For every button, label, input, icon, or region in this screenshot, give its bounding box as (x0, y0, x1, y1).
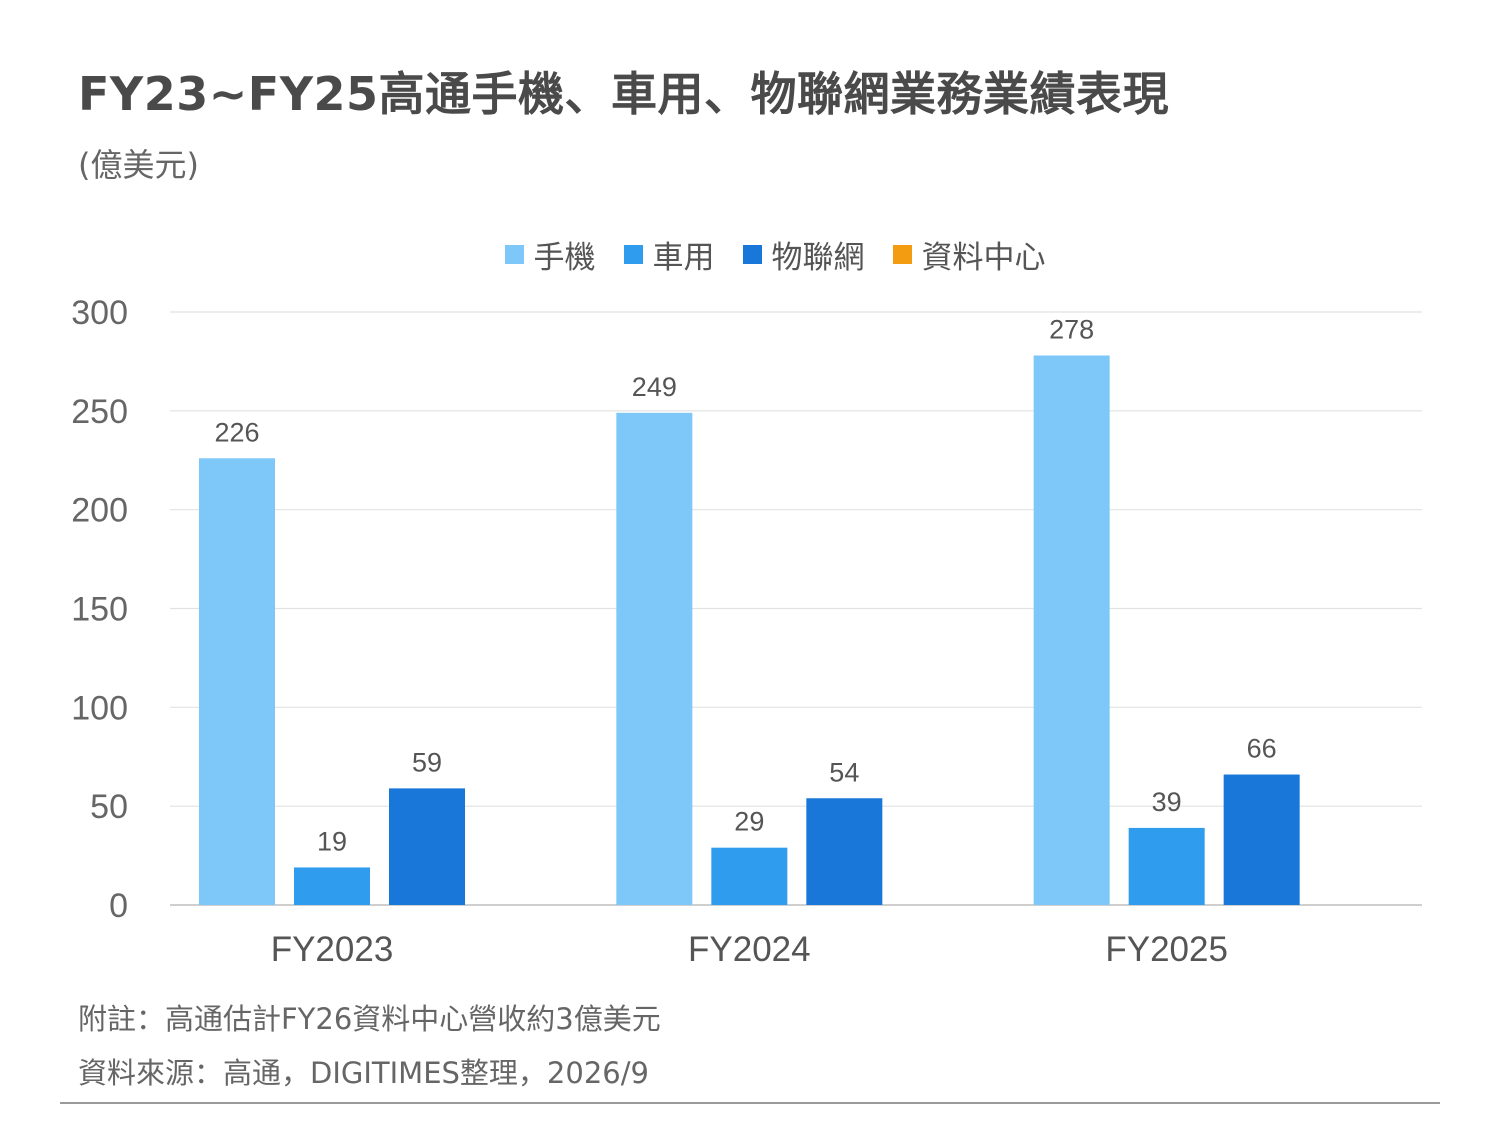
bar (294, 867, 370, 905)
legend-label-datacenter: 資料中心 (921, 240, 1046, 276)
bar (1033, 355, 1110, 905)
bottom-divider (60, 1102, 1440, 1104)
bar (616, 412, 693, 905)
bar (711, 847, 788, 905)
x-tick-label: FY2023 (271, 930, 394, 969)
data-label: 39 (1152, 787, 1182, 817)
y-tick-label: 150 (71, 591, 128, 629)
legend-item-auto: 車用 (623, 232, 715, 277)
legend-item-phone: 手機 (504, 232, 596, 277)
bar (199, 458, 275, 905)
y-tick-label: 200 (71, 492, 128, 530)
y-tick-label: 250 (71, 393, 128, 431)
data-label: 29 (734, 807, 764, 837)
legend-swatch-datacenter (892, 245, 912, 264)
footnote: 附註：高通估計FY26資料中心營收約3億美元 (78, 1002, 661, 1036)
y-tick-label: 100 (71, 689, 128, 727)
data-label: 249 (632, 372, 677, 402)
data-label: 59 (412, 747, 442, 777)
data-label: 278 (1049, 314, 1094, 344)
unit-label: (億美元) (78, 146, 199, 184)
bar (1223, 774, 1300, 905)
bar (806, 798, 883, 905)
bar-chart: 0 50 100 150 200 250 300 226 19 59 FY2023 249 29 54 FY… (71, 294, 1422, 969)
data-label: 226 (214, 417, 259, 447)
y-tick-label: 50 (90, 788, 128, 826)
y-tick-label: 300 (71, 294, 128, 332)
bar (389, 788, 465, 905)
y-tick-label: 0 (109, 887, 128, 925)
legend-swatch-phone (504, 245, 524, 264)
legend-label-auto: 車用 (652, 240, 715, 276)
source-note: 資料來源：高通，DIGITIMES整理，2026/9 (78, 1056, 649, 1090)
legend: 手機 車用 物聯網 資料中心 (0, 232, 1500, 277)
data-label: 19 (317, 826, 347, 856)
legend-item-datacenter: 資料中心 (892, 232, 1046, 277)
legend-label-phone: 手機 (533, 240, 596, 276)
legend-item-iot: 物聯網 (742, 232, 865, 277)
legend-swatch-iot (742, 245, 762, 264)
legend-swatch-auto (623, 245, 643, 264)
legend-label-iot: 物聯網 (771, 240, 865, 276)
data-label: 66 (1247, 734, 1277, 764)
x-tick-label: FY2024 (688, 930, 811, 969)
bar (1128, 827, 1205, 905)
data-label: 54 (829, 757, 859, 787)
x-tick-label: FY2025 (1105, 930, 1228, 969)
chart-title: FY23~FY25高通手機、車用、物聯網業務業績表現 (78, 67, 1170, 121)
